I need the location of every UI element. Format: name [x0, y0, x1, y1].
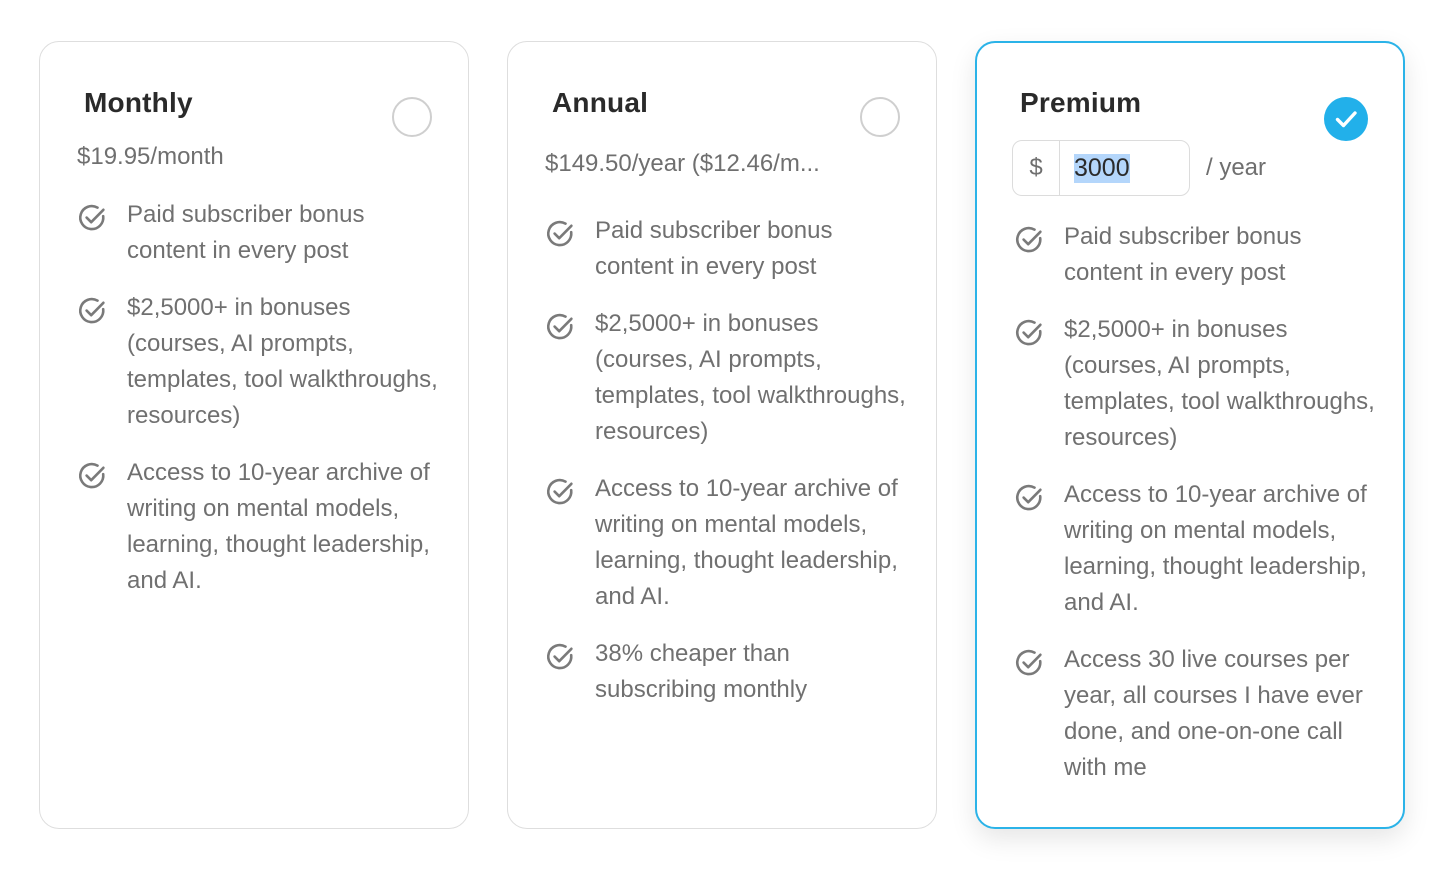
feature-list: Paid subscriber bonus content in every p… [545, 213, 916, 729]
feature-item: $2,5000+ in bonuses (courses, AI prompts… [77, 290, 448, 434]
custom-price-row: $ / year [1012, 139, 1266, 197]
price-period: / year [1206, 154, 1267, 181]
feature-text: Paid subscriber bonus content in every p… [595, 217, 833, 280]
feature-item: Paid subscriber bonus content in every p… [77, 197, 448, 269]
feature-text: $2,5000+ in bonuses (courses, AI prompts… [595, 310, 906, 445]
plan-radio[interactable] [860, 97, 900, 137]
amount-field[interactable]: $ [1012, 140, 1190, 196]
feature-item: Paid subscriber bonus content in every p… [545, 213, 916, 285]
plan-card-monthly[interactable]: Monthly $19.95/month Paid subscriber bon… [39, 41, 469, 829]
checkmark-icon [1335, 111, 1357, 128]
feature-text: Access to 10-year archive of writing on … [1064, 481, 1367, 616]
plan-radio[interactable] [392, 97, 432, 137]
amount-input[interactable] [1060, 141, 1189, 195]
feature-item: $2,5000+ in bonuses (courses, AI prompts… [1014, 312, 1383, 456]
check-circle-icon [77, 203, 107, 233]
plan-card-annual[interactable]: Annual $149.50/year ($12.46/m... Paid su… [507, 41, 937, 829]
feature-item: Access to 10-year archive of writing on … [1014, 477, 1383, 621]
feature-item: 38% cheaper than subscribing monthly [545, 636, 916, 708]
plan-name: Annual [552, 87, 649, 118]
feature-item: Access to 10-year archive of writing on … [77, 455, 448, 599]
feature-item: $2,5000+ in bonuses (courses, AI prompts… [545, 306, 916, 450]
check-circle-icon [1014, 225, 1044, 255]
feature-list: Paid subscriber bonus content in every p… [77, 197, 448, 620]
plan-card-premium[interactable]: Premium $ / year Paid subscriber bonus c… [975, 41, 1405, 829]
check-circle-icon [545, 642, 575, 672]
feature-text: 38% cheaper than subscribing monthly [595, 640, 808, 703]
currency-symbol: $ [1013, 141, 1060, 195]
plan-price: $149.50/year ($12.46/m... [545, 150, 820, 177]
feature-text: Access 30 live courses per year, all cou… [1064, 646, 1363, 781]
check-circle-icon [1014, 648, 1044, 678]
feature-item: Paid subscriber bonus content in every p… [1014, 219, 1383, 291]
check-circle-icon [545, 312, 575, 342]
check-circle-icon [1014, 318, 1044, 348]
check-circle-icon [545, 477, 575, 507]
check-circle-icon [77, 461, 107, 491]
feature-list: Paid subscriber bonus content in every p… [1014, 219, 1383, 807]
check-circle-icon [77, 296, 107, 326]
feature-text: $2,5000+ in bonuses (courses, AI prompts… [1064, 316, 1375, 451]
check-circle-icon [1014, 483, 1044, 513]
feature-item: Access to 10-year archive of writing on … [545, 471, 916, 615]
feature-item: Access 30 live courses per year, all cou… [1014, 642, 1383, 786]
feature-text: Access to 10-year archive of writing on … [127, 459, 430, 594]
plan-price: $19.95/month [77, 143, 224, 170]
plan-radio-selected[interactable] [1324, 97, 1368, 141]
feature-text: $2,5000+ in bonuses (courses, AI prompts… [127, 294, 438, 429]
check-circle-icon [545, 219, 575, 249]
plan-name: Monthly [84, 87, 193, 118]
feature-text: Paid subscriber bonus content in every p… [1064, 223, 1302, 286]
feature-text: Access to 10-year archive of writing on … [595, 475, 898, 610]
plan-name: Premium [1020, 87, 1142, 118]
feature-text: Paid subscriber bonus content in every p… [127, 201, 365, 264]
